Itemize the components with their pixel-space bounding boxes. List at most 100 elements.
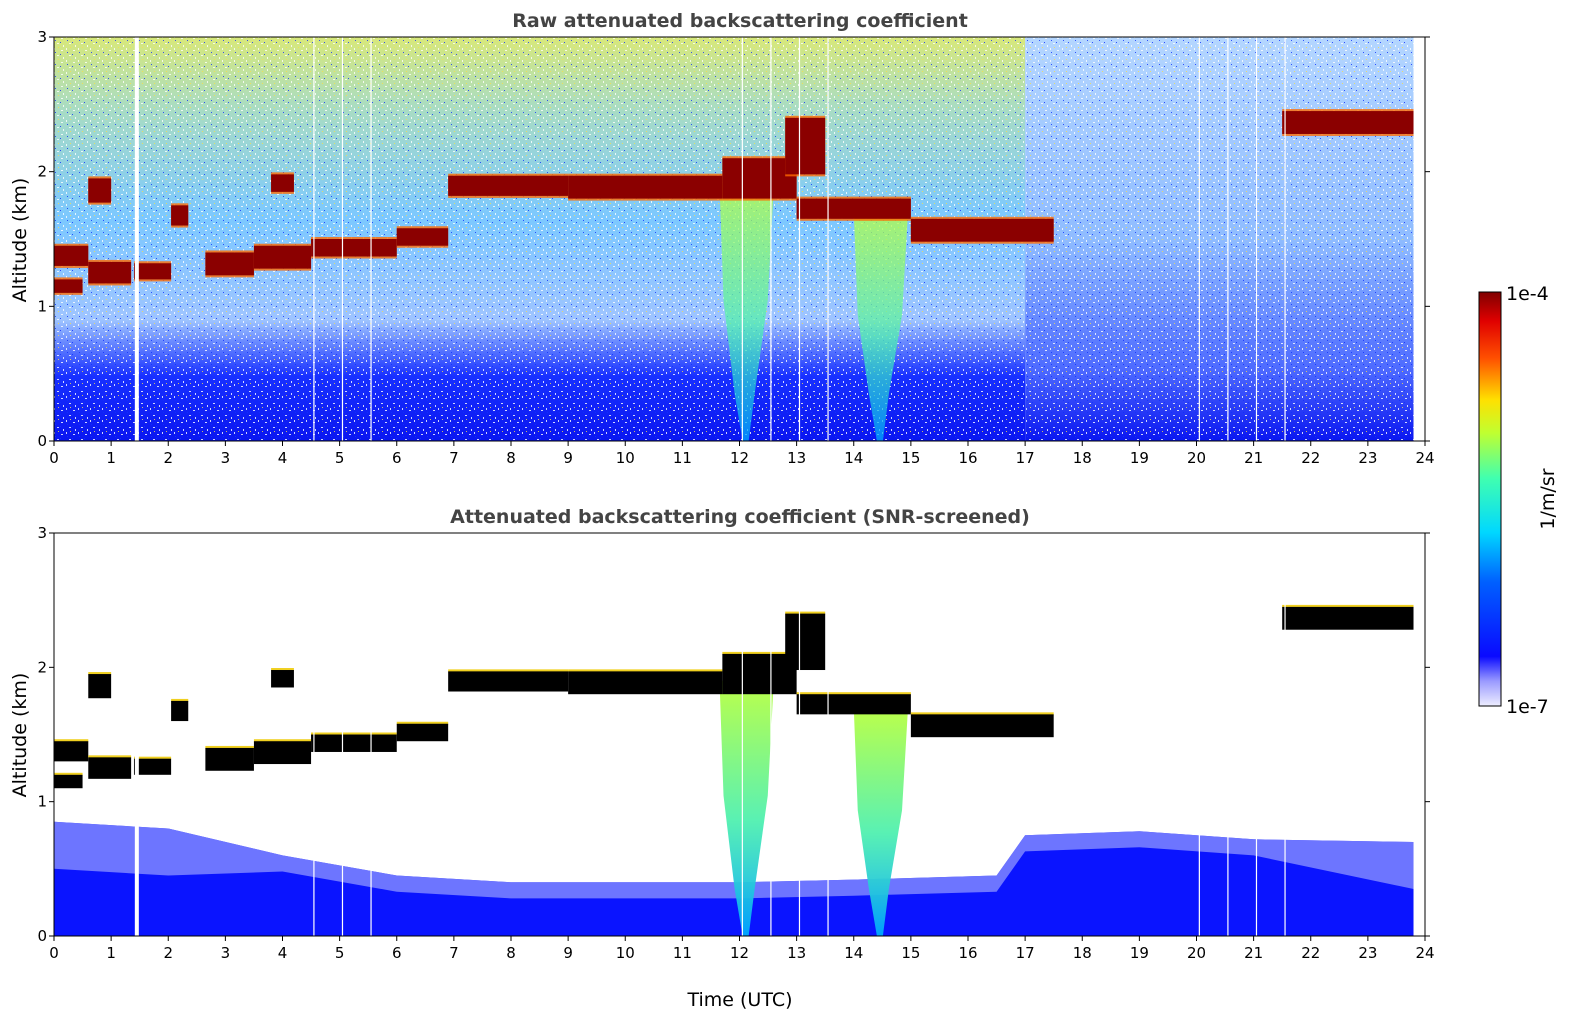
x-tick-label: 23 (1358, 449, 1377, 467)
x-tick-label: 8 (506, 944, 516, 962)
no-data-region (1413, 37, 1425, 441)
cloud-layer-edge (171, 698, 189, 702)
data-gap-line (313, 533, 315, 936)
data-gap-line (1284, 37, 1286, 441)
data-gap-line (341, 37, 344, 441)
data-gap-line (1198, 37, 1200, 441)
precipitation-streak (853, 212, 909, 441)
y-tick-label: 2 (37, 163, 47, 181)
data-gap-line (770, 533, 772, 936)
x-tick-label: 4 (278, 944, 288, 962)
cloud-layer (54, 774, 83, 789)
colorbar-gradient (1478, 291, 1502, 707)
cloud-layer (88, 757, 132, 779)
x-tick-label: 22 (1301, 944, 1320, 962)
colorbar-unit-label: 1/m/sr (1537, 468, 1559, 529)
x-tick-label: 0 (49, 944, 59, 962)
cloud-layer (54, 279, 83, 293)
cloud-layer (88, 674, 112, 699)
cloud-layer (171, 700, 189, 722)
cloud-layer (1282, 606, 1414, 630)
x-tick-label: 18 (1073, 449, 1092, 467)
cloud-layer (133, 263, 172, 280)
x-tick-label: 16 (958, 449, 977, 467)
screened-backscatter-panel: Attenuated backscattering coefficient (S… (9, 506, 1435, 1011)
data-gap-line (341, 533, 344, 936)
y-tick-label: 1 (37, 793, 47, 811)
no-data-region (1413, 533, 1425, 936)
x-tick-label: 10 (616, 944, 635, 962)
data-gap-line (1198, 533, 1200, 936)
data-gap-line (370, 37, 372, 441)
data-gap-line (1227, 533, 1229, 936)
cloud-layer (785, 117, 826, 175)
y-tick-label: 3 (37, 28, 47, 46)
data-gap-line (741, 37, 743, 441)
cloud-layer (910, 714, 1054, 738)
panel1-title: Raw attenuated backscattering coefficien… (512, 10, 968, 32)
data-gap-line (134, 37, 139, 441)
cloud-layer (271, 670, 294, 688)
cloud-layer (785, 613, 826, 671)
x-tick-label: 1 (106, 944, 116, 962)
panel2-title: Attenuated backscattering coefficient (S… (450, 506, 1030, 528)
cloud-layer (396, 228, 449, 246)
cloud-layer (722, 158, 797, 199)
x-tick-label: 11 (673, 449, 692, 467)
cloud-layer (448, 175, 569, 196)
x-tick-label: 21 (1244, 449, 1263, 467)
cloud-layer (253, 741, 312, 765)
x-tick-label: 20 (1187, 944, 1206, 962)
x-tick-label: 16 (958, 944, 977, 962)
cloud-layer-edge (88, 672, 112, 676)
raw-backscatter-panel: Raw attenuated backscattering coefficien… (9, 10, 1435, 467)
x-tick-label: 24 (1415, 449, 1434, 467)
cloud-layer-edge (271, 668, 294, 672)
precipitation-streak (719, 680, 774, 936)
cloud-layer (88, 261, 132, 284)
cloud-layer-edge (568, 669, 723, 673)
cloud-layer-edge (205, 745, 254, 749)
x-tick-label: 20 (1187, 449, 1206, 467)
x-tick-label: 19 (1130, 449, 1149, 467)
data-gap-line (1255, 37, 1258, 441)
x-tick-label: 12 (730, 449, 749, 467)
x-tick-label: 13 (787, 449, 806, 467)
cloud-layer-edge (54, 739, 89, 743)
data-gap-line (798, 533, 801, 936)
cloud-layer (722, 653, 797, 695)
screened-backscatter-plot-area: 0 1 2 3 4 5 6 7 8 9 10 11 12 13 14 15 16 17 18 19 20 21 22 23 24… (37, 524, 1434, 962)
y-tick-label: 3 (37, 524, 47, 542)
x-tick-label: 15 (901, 449, 920, 467)
data-gap-line (1227, 37, 1229, 441)
x-tick-label: 3 (221, 449, 231, 467)
x-tick-label: 17 (1016, 449, 1035, 467)
cloud-layer-edge (253, 739, 312, 743)
x-tick-label: 2 (163, 944, 173, 962)
y-tick-label: 0 (37, 927, 47, 945)
y-tick-label: 1 (37, 297, 47, 315)
x-tick-label: 9 (563, 944, 573, 962)
cloud-layer-edge (722, 651, 797, 655)
cloud-layer (311, 734, 397, 752)
cloud-layer (568, 671, 723, 695)
x-tick-label: 11 (673, 944, 692, 962)
x-tick-label: 19 (1130, 944, 1149, 962)
cloud-layer-edge (54, 772, 83, 776)
y-tick-label: 2 (37, 658, 47, 676)
x-tick-label: 24 (1415, 944, 1434, 962)
cloud-layer (1282, 111, 1414, 134)
x-tick-label: 23 (1358, 944, 1377, 962)
x-tick-label: 17 (1016, 944, 1035, 962)
screened-transition-band (54, 821, 1414, 899)
data-gap-line (313, 37, 315, 441)
x-tick-label: 7 (449, 944, 459, 962)
data-gap-line (370, 533, 372, 936)
cloud-layer-edge (1282, 604, 1414, 608)
cloud-layer-edge (448, 669, 569, 673)
cloud-layer-edge (796, 692, 911, 696)
x-tick-label: 10 (616, 449, 635, 467)
cloud-layer (88, 178, 112, 203)
x-tick-label: 6 (392, 449, 402, 467)
cloud-layer (311, 239, 397, 257)
